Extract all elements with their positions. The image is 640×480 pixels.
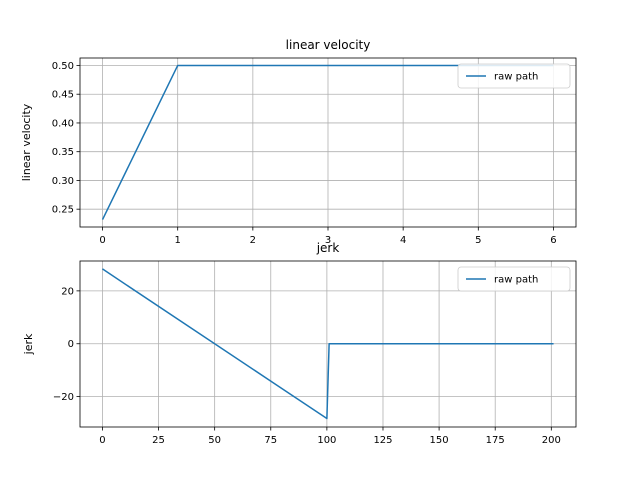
jerk-legend-label: raw path xyxy=(494,275,538,286)
velocity-x-tick-label: 1 xyxy=(175,235,181,246)
velocity-y-tick-label: 0.30 xyxy=(52,176,74,187)
velocity-chart-title: linear velocity xyxy=(286,38,371,52)
jerk-y-tick-label: 20 xyxy=(61,286,74,297)
jerk-x-tick-label: 0 xyxy=(99,435,105,446)
jerk-x-tick-label: 200 xyxy=(542,435,561,446)
velocity-x-tick-label: 4 xyxy=(400,235,406,246)
jerk-chart-title: jerk xyxy=(316,241,340,255)
jerk-y-tick-label: 0 xyxy=(68,339,74,350)
jerk-x-tick-label: 100 xyxy=(317,435,336,446)
velocity-x-tick-label: 2 xyxy=(250,235,256,246)
velocity-x-tick-label: 5 xyxy=(475,235,481,246)
velocity-x-tick-label: 0 xyxy=(99,235,105,246)
jerk-x-tick-label: 25 xyxy=(152,435,165,446)
velocity-y-tick-label: 0.50 xyxy=(52,61,74,72)
velocity-series-line xyxy=(101,64,554,220)
jerk-series-line xyxy=(102,268,554,420)
jerk-x-tick-label: 175 xyxy=(486,435,505,446)
velocity-legend-box xyxy=(457,63,571,89)
jerk-x-tick-label: 150 xyxy=(430,435,449,446)
jerk-x-tick-label: 50 xyxy=(208,435,221,446)
velocity-y-tick-label: 0.40 xyxy=(52,118,74,129)
velocity-y-tick-label: 0.35 xyxy=(52,147,74,158)
velocity-x-tick-label: 6 xyxy=(550,235,556,246)
velocity-legend-label: raw path xyxy=(494,72,538,83)
velocity-y-tick-label: 0.45 xyxy=(52,90,74,101)
jerk-x-tick-label: 75 xyxy=(264,435,277,446)
jerk-subplot: 0 25 50 75 100 125 150 175 200 −20 0 20 jerk jerk raw … xyxy=(22,241,577,446)
velocity-y-axis-title: linear velocity xyxy=(20,103,33,181)
velocity-x-tick-label: 3 xyxy=(325,235,331,246)
jerk-y-axis-title: jerk xyxy=(22,333,35,355)
velocity-y-tick-label: 0.25 xyxy=(52,205,74,216)
jerk-y-tick-label: −20 xyxy=(53,392,74,403)
jerk-x-tick-label: 125 xyxy=(373,435,392,446)
jerk-legend-box xyxy=(457,266,571,292)
velocity-subplot: 0 1 2 3 4 5 6 0.25 0.30 0.35 0.40 0.45 0.50 linear ve… xyxy=(20,38,577,246)
